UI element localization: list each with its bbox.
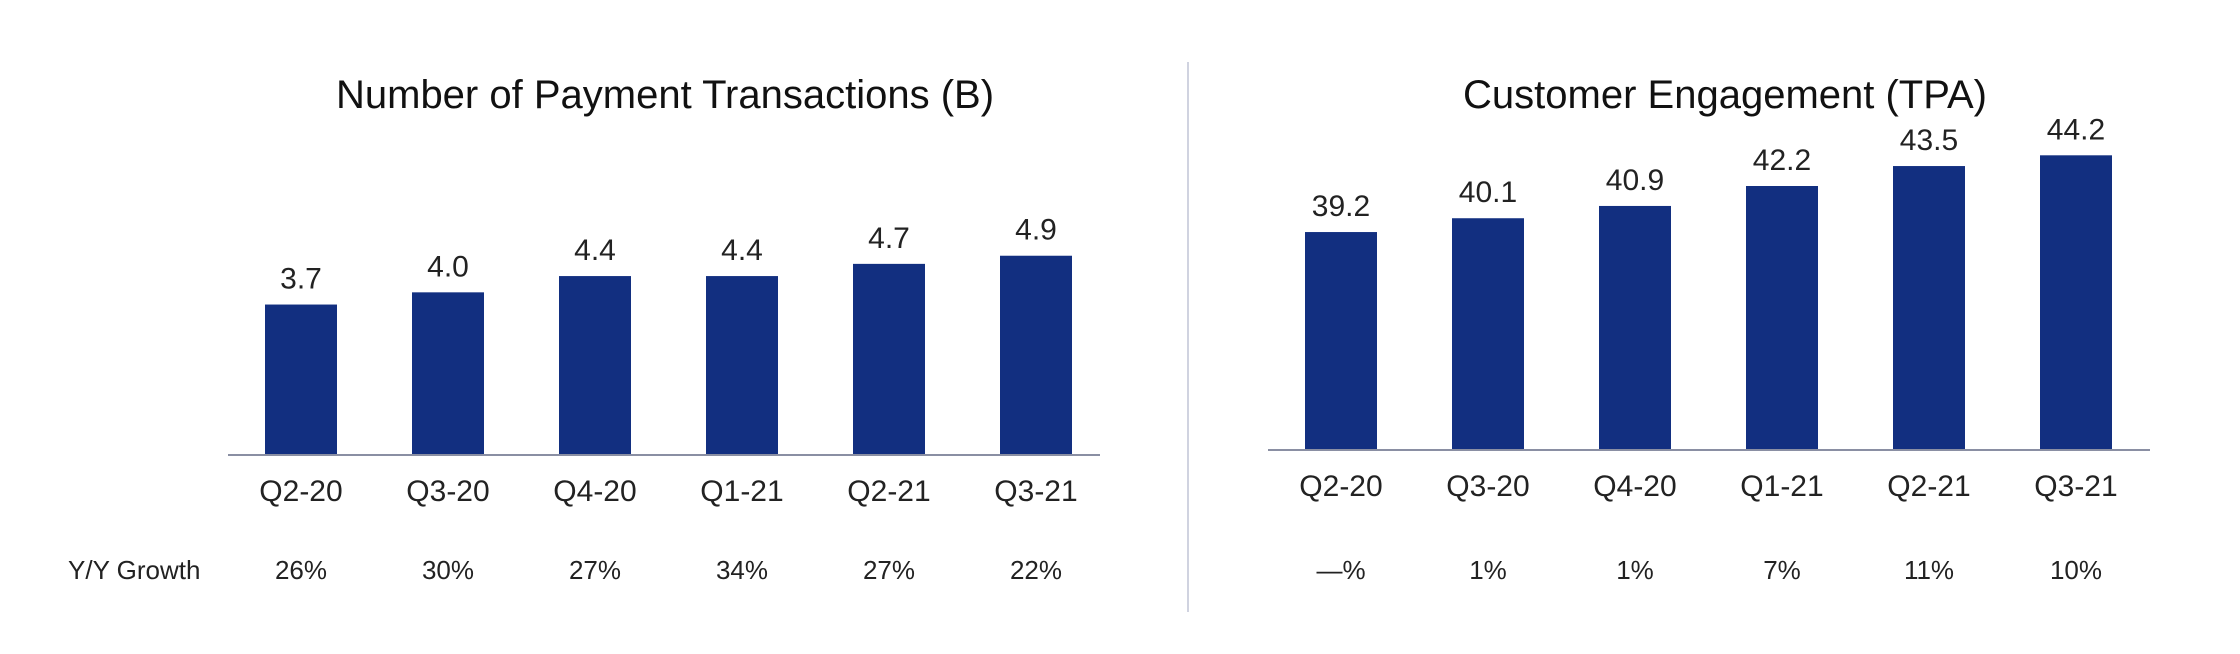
data-label: 44.2 — [2047, 113, 2105, 146]
bar-q3-20 — [1452, 218, 1524, 450]
data-label: 3.7 — [280, 263, 322, 296]
bar-q3-21 — [2040, 155, 2112, 451]
data-label: 4.4 — [721, 234, 763, 267]
chart-customer-engagement: Customer Engagement (TPA) 39.2 Q2-20 —% 40.… — [1268, 73, 2150, 585]
bar-q2-21 — [1893, 166, 1965, 450]
bars-group: 39.2 Q2-20 —% 40.1 Q3-20 1% 40.9 Q4-20 1% 42.2 Q1-… — [1299, 113, 2117, 585]
growth-value: 27% — [569, 555, 621, 585]
data-label: 42.2 — [1753, 144, 1811, 177]
data-label: 40.1 — [1459, 176, 1517, 209]
growth-value: 34% — [716, 555, 768, 585]
growth-value: 11% — [1904, 555, 1954, 585]
x-tick-label: Q2-20 — [1299, 470, 1382, 503]
chart-title: Number of Payment Transactions (B) — [336, 73, 994, 117]
data-label: 4.4 — [574, 234, 616, 267]
data-label: 43.5 — [1900, 124, 1958, 157]
data-label: 4.9 — [1015, 214, 1057, 247]
x-tick-label: Q3-21 — [2034, 470, 2117, 503]
growth-value: 22% — [1010, 555, 1062, 585]
x-tick-label: Q4-20 — [1593, 470, 1676, 503]
data-label: 40.9 — [1606, 164, 1664, 197]
bars-group: 3.7 Q2-20 26% 4.0 Q3-20 30% 4.4 Q4-20 27% 4.4 Q1-2… — [259, 214, 1077, 585]
growth-value: 1% — [1616, 555, 1654, 585]
x-tick-label: Q2-21 — [847, 475, 930, 508]
data-label: 4.7 — [868, 222, 910, 255]
x-tick-label: Q3-20 — [1446, 470, 1529, 503]
growth-value: 30% — [422, 555, 474, 585]
x-tick-label: Q2-20 — [259, 475, 342, 508]
x-tick-label: Q2-21 — [1887, 470, 1970, 503]
x-tick-label: Q3-20 — [406, 475, 489, 508]
bar-q2-20 — [1305, 232, 1377, 450]
bar-q4-20 — [1599, 205, 1671, 450]
x-tick-label: Q3-21 — [994, 475, 1077, 508]
bar-q4-20 — [559, 276, 631, 455]
x-tick-label: Q4-20 — [553, 475, 636, 508]
bar-q1-21 — [1746, 186, 1818, 450]
growth-value: 26% — [275, 555, 327, 585]
growth-row-label: Y/Y Growth — [68, 555, 200, 585]
chart-title: Customer Engagement (TPA) — [1463, 73, 1987, 117]
data-label: 4.0 — [427, 250, 469, 283]
growth-value: 1% — [1469, 555, 1507, 585]
x-tick-label: Q1-21 — [1740, 470, 1823, 503]
growth-value: 10% — [2050, 555, 2102, 585]
growth-value: 27% — [863, 555, 915, 585]
bar-q3-21 — [1000, 255, 1072, 455]
data-label: 39.2 — [1312, 190, 1370, 223]
x-tick-label: Q1-21 — [700, 475, 783, 508]
bar-q1-21 — [706, 276, 778, 455]
bar-q2-20 — [265, 304, 337, 455]
bar-q2-21 — [853, 263, 925, 455]
chart-payment-transactions: Number of Payment Transactions (B) 3.7 Q2… — [68, 73, 1100, 585]
bar-q3-20 — [412, 292, 484, 455]
growth-value: 7% — [1763, 555, 1801, 585]
growth-value: —% — [1316, 555, 1365, 585]
